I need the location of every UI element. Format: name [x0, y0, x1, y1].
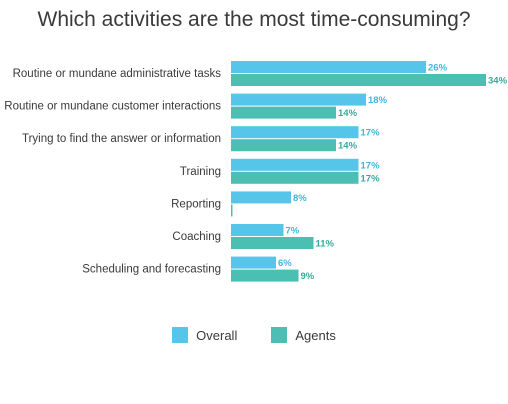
bar-agents-reporting [231, 204, 233, 217]
bar-agents-training [231, 171, 359, 184]
legend-label-overall: Overall [196, 327, 238, 343]
bar-overall-routine-or-mundane-customer-interactions [231, 93, 366, 106]
bar-overall-coaching [231, 224, 284, 236]
category-label-coaching: Coaching [172, 231, 221, 243]
legend-item-overall: Overall [172, 327, 237, 343]
category-label-routine-or-mundane-administrative-tasks: Routine or mundane administrative tasks [13, 68, 222, 80]
bar-agents-coaching [231, 237, 314, 249]
value-label-overall-routine-or-mundane-administrative-tasks: 26% [428, 63, 448, 74]
value-label-agents-training: 17% [361, 173, 381, 184]
value-label-overall-coaching: 7% [286, 226, 300, 237]
category-label-training: Training [180, 166, 221, 178]
bar-overall-reporting [231, 191, 291, 204]
category-label-scheduling-and-forecasting: Scheduling and forecasting [82, 264, 221, 276]
value-label-agents-coaching: 11% [316, 239, 335, 250]
chart-title: Which activities are the most time-consu… [37, 8, 471, 31]
legend: Overall Agents [0, 327, 508, 343]
legend-item-agents: Agents [271, 327, 336, 343]
value-label-agents-trying-to-find-the-answer-or-information: 14% [338, 141, 358, 152]
value-label-overall-scheduling-and-forecasting: 6% [278, 258, 292, 269]
legend-label-agents: Agents [295, 327, 336, 343]
value-label-agents-routine-or-mundane-administrative-tasks: 34% [488, 76, 508, 87]
value-label-agents-scheduling-and-forecasting: 9% [301, 271, 315, 282]
bar-agents-routine-or-mundane-customer-interactions [231, 106, 336, 119]
bar-overall-scheduling-and-forecasting [231, 256, 276, 269]
bar-agents-trying-to-find-the-answer-or-information [231, 139, 336, 152]
value-label-overall-trying-to-find-the-answer-or-information: 17% [361, 128, 381, 139]
value-label-overall-training: 17% [361, 160, 381, 171]
value-label-overall-reporting: 8% [293, 193, 307, 204]
bar-overall-routine-or-mundane-administrative-tasks [231, 61, 426, 73]
category-label-trying-to-find-the-answer-or-information: Trying to find the answer or information [22, 133, 221, 145]
legend-swatch-agents [271, 327, 288, 343]
value-label-agents-routine-or-mundane-customer-interactions: 14% [338, 108, 358, 119]
legend-swatch-overall [172, 327, 189, 343]
bar-agents-scheduling-and-forecasting [231, 269, 299, 282]
bar-overall-training [231, 158, 359, 171]
value-label-overall-routine-or-mundane-customer-interactions: 18% [368, 95, 388, 106]
bar-overall-trying-to-find-the-answer-or-information [231, 126, 359, 139]
category-label-reporting: Reporting [171, 198, 221, 210]
category-label-routine-or-mundane-customer-interactions: Routine or mundane customer interactions [4, 101, 221, 113]
bar-agents-routine-or-mundane-administrative-tasks [231, 74, 486, 86]
